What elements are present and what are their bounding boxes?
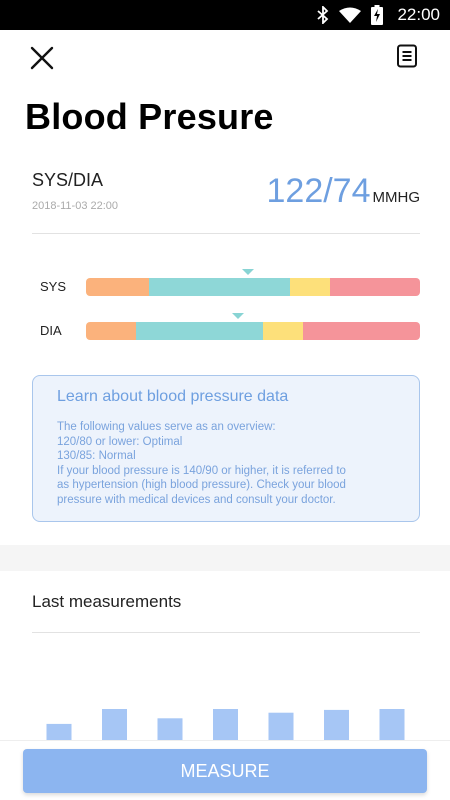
- measurement-bar: [46, 723, 72, 740]
- scale-segment: [149, 278, 290, 296]
- measurement-bar: [324, 709, 349, 740]
- chart-svg: [46, 709, 405, 740]
- info-line: as hypertension (high blood pressure). C…: [57, 479, 346, 491]
- sys-scale-label: SYS: [40, 279, 67, 294]
- measurement-bar: [268, 712, 294, 740]
- dia-scale: DIA: [40, 313, 420, 340]
- status-icons: 22:00: [317, 0, 440, 30]
- last-measurements-chart: [32, 650, 420, 740]
- page-title: Blood Presure: [25, 96, 274, 137]
- battery-charging-icon: [371, 5, 384, 25]
- measurement-bar: [379, 709, 405, 740]
- measure-button[interactable]: MEASURE: [23, 749, 427, 793]
- scale-segment: [303, 322, 420, 340]
- info-line: The following values serve as an overvie…: [57, 421, 276, 433]
- reading-number: 122/74: [266, 172, 371, 210]
- reading-summary: SYS/DIA 2018-11-03 22:00 122/74 MMHG: [32, 170, 420, 234]
- dia-scale-bar: [86, 322, 420, 340]
- info-line: pressure with medical devices and consul…: [57, 493, 336, 506]
- sys-scale: SYS: [40, 269, 420, 296]
- reading-timestamp: 2018-11-03 22:00: [32, 200, 119, 212]
- document-list-icon: [397, 44, 417, 68]
- scale-segment: [136, 322, 263, 340]
- status-bar: 22:00: [0, 0, 450, 30]
- history-button[interactable]: [396, 44, 420, 72]
- status-time: 22:00: [397, 5, 440, 24]
- reading-value: 122/74 MMHG: [267, 172, 421, 211]
- info-line: If your blood pressure is 140/90 or high…: [57, 464, 346, 477]
- dia-scale-marker: [231, 313, 244, 319]
- scale-segment: [86, 322, 137, 340]
- scale-segment: [86, 278, 150, 296]
- top-bar: [0, 30, 450, 86]
- info-box: Learn about blood pressure data The foll…: [32, 375, 420, 522]
- reading-unit: MMHG: [372, 189, 421, 206]
- close-icon: [30, 46, 54, 70]
- sys-scale-bar: [86, 278, 420, 296]
- section-underline: [32, 632, 420, 633]
- scale-segment: [289, 278, 330, 296]
- bluetooth-icon: [317, 6, 329, 24]
- info-line: 130/85: Normal: [57, 450, 136, 462]
- scale-segment: [263, 322, 304, 340]
- wifi-icon: [339, 7, 362, 24]
- info-line: 120/80 or lower: Optimal: [57, 435, 183, 448]
- measurement-bar: [157, 718, 183, 740]
- info-body: The following values serve as an overvie…: [57, 420, 395, 507]
- info-title: Learn about blood pressure data: [57, 388, 289, 405]
- bottom-bar: MEASURE: [0, 740, 450, 800]
- measurement-bar: [213, 709, 238, 740]
- section-divider: [0, 545, 450, 571]
- dia-scale-label: DIA: [40, 323, 62, 338]
- reading-label: SYS/DIA: [32, 170, 104, 190]
- sys-scale-marker: [241, 269, 254, 275]
- last-measurements-title: Last measurements: [32, 592, 182, 611]
- measurement-bar: [102, 709, 127, 740]
- scale-segment: [329, 278, 420, 296]
- close-button[interactable]: [28, 44, 56, 72]
